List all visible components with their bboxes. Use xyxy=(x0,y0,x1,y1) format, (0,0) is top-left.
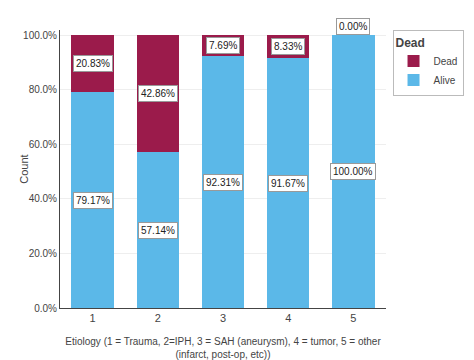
svg-text:Dead: Dead xyxy=(396,36,425,50)
svg-text:57.14%: 57.14% xyxy=(141,225,175,236)
svg-text:20.83%: 20.83% xyxy=(76,58,110,69)
svg-text:92.31%: 92.31% xyxy=(206,177,240,188)
svg-text:Alive: Alive xyxy=(434,75,456,86)
svg-text:Etiology (1 = Trauma, 2=IPH, 3: Etiology (1 = Trauma, 2=IPH, 3 = SAH (an… xyxy=(65,336,381,360)
svg-text:91.67%: 91.67% xyxy=(271,178,305,189)
svg-text:Count: Count xyxy=(18,154,30,183)
svg-text:7.69%: 7.69% xyxy=(209,40,237,51)
svg-text:1: 1 xyxy=(90,312,96,324)
svg-text:0.0%: 0.0% xyxy=(34,303,57,314)
svg-text:3: 3 xyxy=(220,312,226,324)
svg-text:79.17%: 79.17% xyxy=(76,195,110,206)
svg-text:60.0%: 60.0% xyxy=(29,139,57,150)
svg-text:100.0%: 100.0% xyxy=(23,30,57,41)
svg-text:0.00%: 0.00% xyxy=(339,21,367,32)
svg-text:100.00%: 100.00% xyxy=(333,166,373,177)
svg-text:42.86%: 42.86% xyxy=(141,88,175,99)
svg-text:5: 5 xyxy=(350,312,356,324)
svg-text:80.0%: 80.0% xyxy=(29,84,57,95)
svg-text:2: 2 xyxy=(155,312,161,324)
svg-text:40.0%: 40.0% xyxy=(29,193,57,204)
svg-text:Dead: Dead xyxy=(434,56,458,67)
svg-text:4: 4 xyxy=(285,312,291,324)
svg-text:8.33%: 8.33% xyxy=(274,41,302,52)
svg-text:20.0%: 20.0% xyxy=(29,248,57,259)
